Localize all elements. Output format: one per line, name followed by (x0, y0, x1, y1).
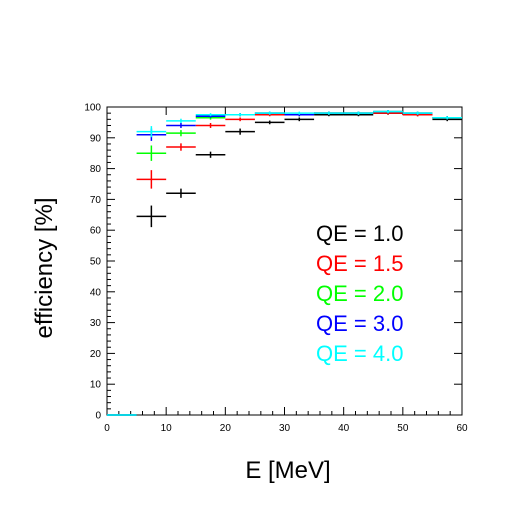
data-point (343, 111, 374, 115)
data-point (136, 170, 167, 189)
data-point (225, 128, 255, 135)
x-tick-label: 10 (161, 423, 173, 434)
data-marks (107, 110, 462, 416)
data-point (225, 113, 255, 117)
y-tick-label: 10 (90, 380, 102, 391)
x-axis-title: E [MeV] (245, 457, 330, 484)
y-tick-label: 40 (90, 287, 102, 298)
x-axis: 0 10 20 30 40 50 60 (104, 107, 468, 434)
legend-entry: QE = 1.0 (316, 221, 403, 246)
data-point (314, 111, 344, 115)
data-point (254, 111, 285, 115)
legend-entry: QE = 1.5 (316, 251, 403, 276)
data-point (136, 126, 167, 138)
data-point (225, 117, 255, 122)
y-tick-label: 0 (95, 411, 101, 422)
y-tick-label: 70 (90, 195, 102, 206)
y-tick-label: 20 (90, 349, 102, 360)
y-axis-title: efficiency [%] (31, 198, 58, 339)
data-point (166, 123, 196, 128)
y-tick-label: 50 (90, 257, 102, 268)
data-point (432, 116, 462, 120)
y-axis: 0 10 20 30 40 50 60 70 80 90 100 (84, 103, 462, 422)
y-tick-label: 100 (84, 103, 101, 114)
y-tick-label: 60 (90, 226, 102, 237)
series-qe-4-0 (107, 110, 462, 416)
legend-entry: QE = 3.0 (316, 311, 403, 336)
data-point (195, 151, 226, 158)
legend: QE = 1.0 QE = 1.5 QE = 2.0 QE = 3.0 QE = 4.0 (316, 221, 403, 366)
y-tick-label: 30 (90, 318, 102, 329)
data-point (166, 143, 196, 151)
data-point (136, 145, 167, 161)
data-point (254, 120, 285, 125)
data-point (166, 188, 196, 198)
data-point (284, 117, 315, 122)
data-point (373, 110, 403, 114)
x-tick-label: 60 (456, 423, 468, 434)
y-tick-label: 80 (90, 164, 102, 175)
data-point (166, 130, 196, 137)
data-point (284, 111, 315, 115)
series-qe-2-0 (107, 110, 462, 416)
data-point (195, 113, 226, 117)
x-tick-label: 30 (279, 423, 291, 434)
x-tick-label: 20 (220, 423, 232, 434)
x-tick-label: 40 (338, 423, 350, 434)
data-point (195, 123, 226, 128)
legend-entry: QE = 2.0 (316, 281, 403, 306)
data-point (166, 118, 196, 124)
x-tick-label: 50 (397, 423, 409, 434)
x-tick-label: 0 (104, 423, 110, 434)
y-tick-label: 90 (90, 133, 102, 144)
series-qe-1-5 (107, 111, 462, 416)
data-point (136, 205, 167, 228)
series-qe-3-0 (107, 110, 462, 416)
data-point (402, 111, 433, 115)
legend-entry: QE = 4.0 (316, 341, 403, 366)
series-qe-1-0 (107, 111, 462, 416)
